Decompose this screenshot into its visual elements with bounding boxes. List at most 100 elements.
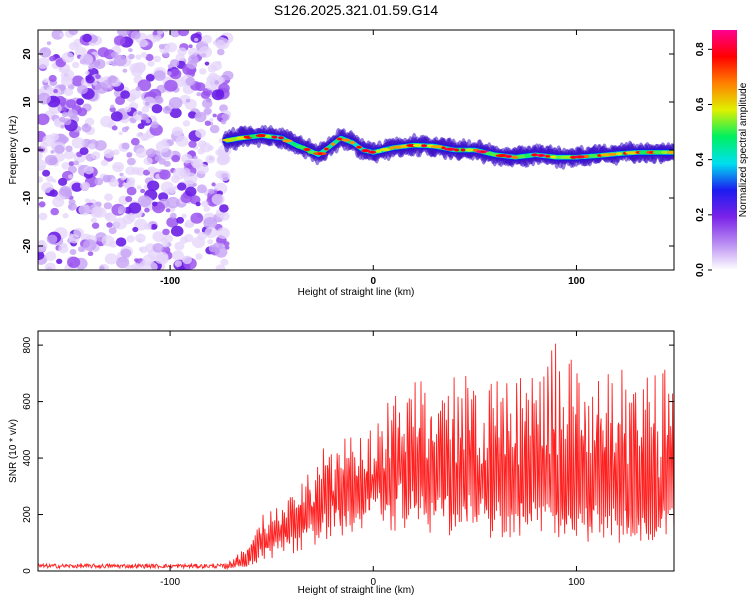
noise-blob [69, 249, 77, 255]
noise-blob [58, 84, 66, 91]
heatmap-y-tick-label: 0 [22, 147, 33, 153]
noise-blob [94, 82, 109, 94]
snr-frame [37, 330, 675, 572]
noise-blob [76, 98, 84, 106]
noise-blob [126, 151, 133, 157]
noise-blob [113, 54, 127, 67]
noise-blob [73, 160, 79, 166]
noise-blob [68, 42, 79, 51]
noise-blob [46, 175, 54, 183]
noise-blob [110, 51, 119, 58]
noise-blob [168, 97, 183, 109]
noise-blob [220, 119, 227, 125]
snr-series-line [38, 343, 674, 571]
noise-blob [120, 175, 127, 181]
figure-title: S126.2025.321.01.59.G14 [274, 2, 438, 18]
noise-blob [145, 261, 158, 270]
noise-blob [132, 226, 139, 233]
noise-blob [194, 37, 199, 42]
snr-x-tick-label: 0 [370, 577, 376, 588]
ridge-peak [341, 138, 351, 142]
noise-blob [68, 199, 76, 206]
noise-blob [38, 92, 51, 105]
noise-blob [135, 212, 142, 219]
noise-blob [71, 137, 85, 149]
noise-blob [159, 169, 171, 180]
noise-blob [215, 39, 226, 50]
noise-blob [190, 212, 204, 224]
noise-blob [101, 235, 115, 247]
noise-blob [71, 182, 83, 192]
colorbar-tick-label: 0.2 [695, 207, 706, 221]
noise-blob [109, 106, 116, 113]
noise-blob [155, 253, 167, 264]
noise-blob [79, 53, 94, 66]
ridge-peak [282, 139, 293, 143]
ridge-peak [652, 150, 664, 154]
noise-blob [80, 181, 90, 191]
noise-blob [145, 119, 151, 124]
noise-blob [61, 52, 75, 63]
noise-blob [116, 30, 130, 37]
noise-blob [48, 74, 57, 83]
ridge-core [649, 151, 654, 154]
noise-blob [181, 213, 187, 219]
noise-blob [162, 106, 172, 114]
noise-blob [174, 260, 182, 268]
noise-blob [195, 128, 207, 138]
noise-blob [127, 214, 136, 222]
noise-blob [116, 165, 122, 170]
noise-blob [46, 234, 58, 244]
noise-blob [169, 68, 182, 80]
noise-blob [201, 200, 209, 208]
ridge-core [454, 149, 459, 151]
ridge-peak [584, 154, 589, 159]
noise-blob [38, 250, 45, 261]
noise-blob [208, 188, 215, 195]
noise-blob [84, 198, 90, 204]
noise-blob [137, 195, 152, 208]
ridge-core [317, 152, 323, 155]
noise-blob [135, 233, 146, 243]
noise-blob [188, 47, 199, 57]
noise-blob [198, 46, 213, 58]
noise-blob [103, 148, 115, 159]
noise-blob [119, 172, 124, 177]
noise-blob [166, 71, 172, 76]
noise-blob [162, 241, 169, 248]
noise-blob [130, 137, 140, 146]
noise-blob [166, 217, 179, 228]
ridge-peak [350, 141, 355, 145]
noise-blob [136, 132, 143, 138]
noise-blob [121, 142, 130, 150]
noise-blob [158, 43, 165, 50]
ridge-peak [412, 143, 423, 147]
colorbar-tick-label: 0.8 [695, 42, 706, 56]
noise-blob [53, 89, 58, 94]
noise-region [38, 30, 234, 270]
noise-blob [56, 258, 63, 264]
ridge-core [532, 153, 537, 156]
noise-blob [39, 47, 52, 58]
snr-y-tick-label: 600 [22, 393, 33, 410]
noise-blob [104, 193, 113, 201]
noise-blob [135, 54, 142, 60]
noise-blob [38, 176, 43, 183]
noise-blob [94, 177, 104, 186]
noise-blob [199, 68, 207, 75]
noise-blob [189, 222, 195, 227]
noise-blob [85, 75, 95, 84]
noise-blob [121, 126, 129, 133]
noise-blob [126, 235, 135, 243]
noise-blob [185, 77, 196, 86]
ridge-core [363, 149, 368, 152]
noise-blob [140, 52, 148, 58]
ridge-peak [430, 145, 444, 149]
noise-blob [108, 75, 118, 84]
ridge-core [369, 151, 375, 154]
noise-blob [135, 147, 148, 158]
noise-blob [151, 104, 163, 114]
noise-blob [78, 204, 91, 216]
noise-blob [150, 121, 159, 129]
